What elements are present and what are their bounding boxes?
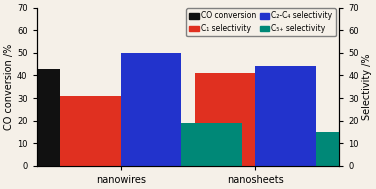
Bar <box>181 123 242 166</box>
Bar <box>316 132 376 166</box>
Bar <box>195 73 255 166</box>
Bar <box>121 53 181 166</box>
Bar <box>0 69 60 166</box>
Bar <box>60 96 121 166</box>
Y-axis label: Selectivity /%: Selectivity /% <box>362 53 372 120</box>
Y-axis label: CO conversion /%: CO conversion /% <box>4 44 14 130</box>
Bar <box>134 136 195 166</box>
Bar <box>255 66 316 166</box>
Legend: CO conversion, C₁ selectivity, C₂-C₄ selectivity, C₅₊ selectivity: CO conversion, C₁ selectivity, C₂-C₄ sel… <box>186 8 336 36</box>
